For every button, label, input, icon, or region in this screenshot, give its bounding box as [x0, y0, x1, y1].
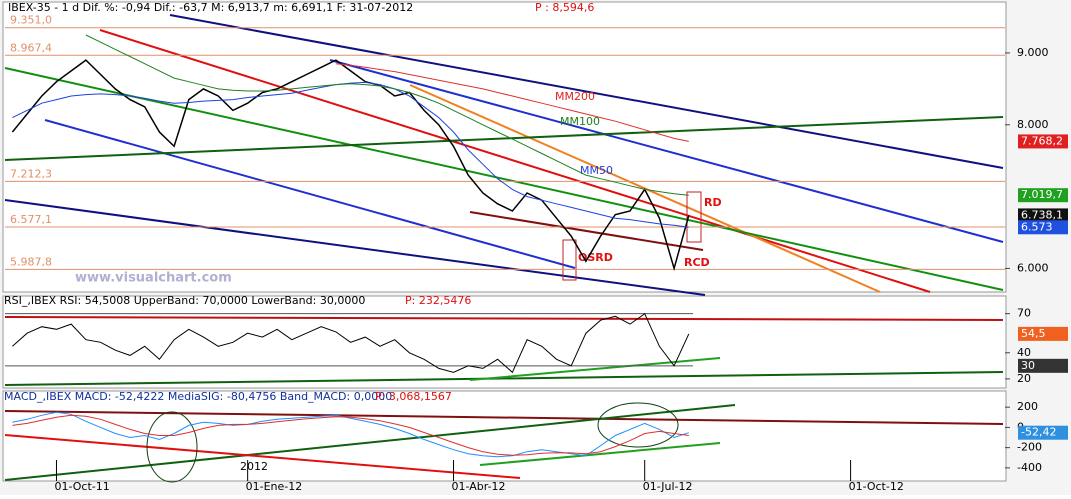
series-line [12, 312, 690, 374]
trend-line [4, 404, 736, 481]
annotation: MM100 [560, 115, 600, 128]
value-badge [1018, 134, 1068, 149]
y-tick-label: 200 [1017, 400, 1038, 413]
y-tick-label: 9.000 [1017, 46, 1049, 59]
trend-line [4, 371, 1004, 386]
series-line [12, 411, 689, 458]
x-tick-label: 01-Oct-11 [54, 480, 109, 493]
price-panel [2, 1, 1007, 293]
series-line [85, 34, 689, 196]
value-badge [1018, 208, 1068, 223]
value-badge-label: -52,42 [1021, 426, 1056, 439]
value-badge-label: 6.573 [1021, 220, 1053, 233]
ellipse [146, 411, 198, 483]
macd-title: MACD_,IBEX MACD: -52,4222 MediaSIG: -80,… [4, 390, 392, 403]
macd-title-p: P: 3,068,1567 [375, 390, 452, 403]
trend-line [469, 357, 721, 381]
value-badge [1018, 358, 1068, 373]
value-badge-label: 6.738,1 [1021, 208, 1063, 221]
watermark: www.visualchart.com [75, 271, 232, 286]
y-tick-label: 20 [1017, 372, 1031, 385]
price-title-p: P : 8,594,6 [535, 1, 594, 14]
series-line [335, 63, 689, 142]
rsi-panel [2, 295, 1007, 389]
annotation: MM200 [555, 90, 595, 103]
y-tick-label: 6.000 [1017, 261, 1049, 274]
price-title: IBEX-35 - 1 d Dif. %: -0,94 Dif.: -63,7 … [8, 1, 413, 14]
box [562, 239, 577, 281]
annotation: 2012 [240, 460, 268, 473]
level-label: 7.212,3 [10, 167, 52, 180]
x-tick-label: 01-Jul-12 [643, 480, 693, 493]
trend-line [44, 119, 576, 269]
annotation: MM50 [580, 164, 613, 177]
annotation: RCD [684, 256, 710, 269]
level-label: 8.967,4 [10, 41, 52, 54]
level-label: 6.577,1 [10, 213, 52, 226]
value-badge [1018, 220, 1068, 235]
y-tick-label: -400 [1017, 461, 1042, 474]
annotation: RD [704, 196, 722, 209]
value-badge [1018, 425, 1068, 440]
trend-line [4, 116, 1004, 161]
rsi-title: RSI_,IBEX RSI: 54,5008 UpperBand: 70,000… [4, 294, 365, 307]
series-line [12, 81, 689, 228]
trend-lines [4, 14, 1004, 483]
y-tick-label: 8.000 [1017, 118, 1049, 131]
y-tick-label: -200 [1017, 441, 1042, 454]
trend-line [469, 211, 704, 251]
trend-line [479, 442, 721, 466]
value-badge-label: 7.019,7 [1021, 188, 1063, 201]
box [686, 191, 702, 243]
series-line [12, 414, 689, 456]
level-label: 9.351,0 [10, 14, 52, 27]
rsi-title-p: P: 232,5476 [405, 294, 471, 307]
x-tick-label: 01-Ene-12 [246, 480, 303, 493]
value-badge-label: 54,5 [1021, 327, 1046, 340]
trend-line [169, 14, 1004, 169]
x-tick-label: 01-Oct-12 [849, 480, 904, 493]
trend-line [4, 199, 706, 296]
value-badge [1018, 326, 1068, 341]
trend-line [4, 67, 1004, 291]
macd-panel [2, 390, 1007, 482]
value-badge-label: 30 [1021, 359, 1035, 372]
trend-line [4, 316, 1004, 321]
value-badge-label: 7.768,2 [1021, 134, 1063, 147]
x-tick-label: 01-Abr-12 [452, 480, 506, 493]
y-tick-label: 40 [1017, 346, 1031, 359]
ellipse [597, 402, 679, 448]
trend-line [4, 410, 1004, 425]
trend-line [4, 434, 521, 479]
trend-line [99, 29, 931, 293]
y-tick-label: 70 [1017, 307, 1031, 320]
level-label: 5.987,8 [10, 255, 52, 268]
value-badge [1018, 188, 1068, 203]
trend-line [329, 59, 1004, 243]
